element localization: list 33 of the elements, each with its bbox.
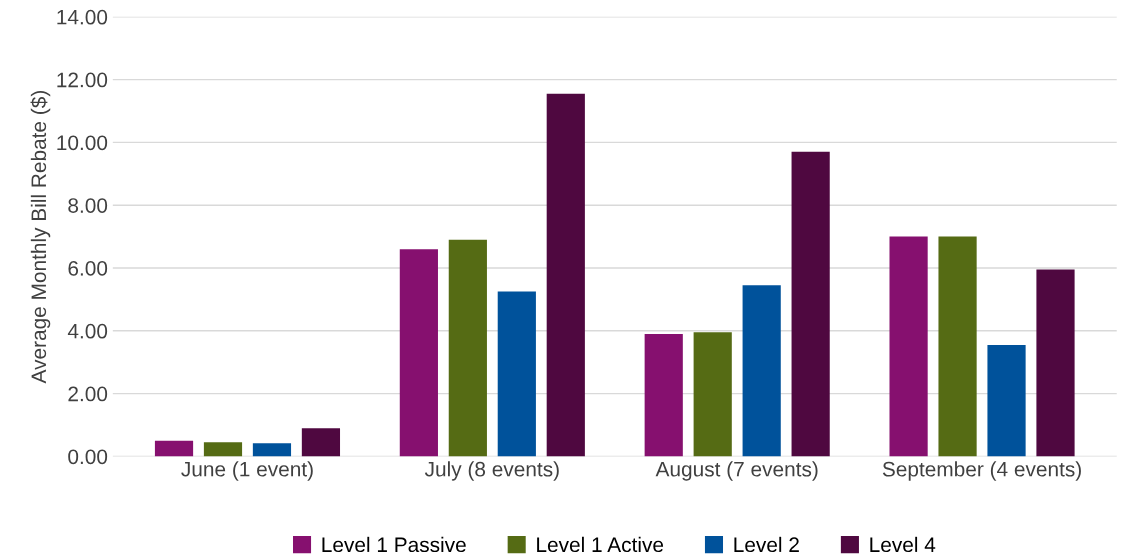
x-tick-label: September (4 events): [882, 461, 1081, 481]
bar: [448, 239, 487, 457]
bar: [399, 249, 438, 457]
legend-label: Level 1 Passive: [322, 536, 466, 553]
bar: [693, 332, 732, 457]
bar: [742, 285, 781, 457]
y-tick-label: 0.00: [68, 449, 108, 465]
legend-label: Level 1 Active: [537, 536, 664, 553]
x-tick-label: June (1 event): [181, 461, 313, 481]
bar: [546, 93, 585, 457]
bar: [644, 333, 683, 457]
legend-label: Level 2: [734, 536, 799, 553]
bar: [889, 236, 928, 457]
legend-label: Level 4: [870, 536, 936, 553]
y-tick-label: 10.00: [57, 135, 108, 151]
bar: [497, 291, 536, 457]
y-tick-label: 4.00: [67, 323, 108, 339]
bar: [203, 442, 243, 457]
y-tick-label: 14.00: [57, 9, 108, 25]
x-tick-label: July (8 events): [424, 461, 559, 481]
y-tick-label: 12.00: [57, 72, 108, 88]
bar: [252, 443, 292, 457]
y-tick-label: 6.00: [68, 261, 108, 276]
y-axis-title: Average Monthly Bill Rebate ($): [30, 91, 51, 384]
bar: [301, 428, 341, 457]
bar: [791, 151, 830, 457]
bar: [987, 344, 1026, 457]
y-tick-label: 8.00: [68, 198, 108, 213]
bar: [938, 236, 977, 457]
bar: [1036, 269, 1075, 457]
bar: [154, 440, 194, 457]
y-tick-label: 2.00: [68, 386, 108, 402]
x-tick-label: August (7 events): [655, 461, 818, 481]
